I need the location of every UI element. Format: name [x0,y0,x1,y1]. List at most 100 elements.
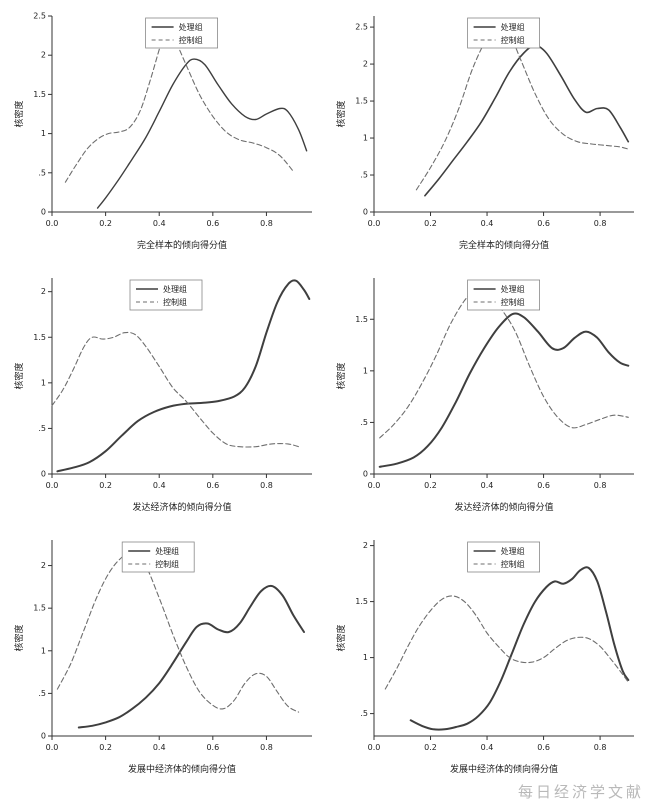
x-tick-label: 0.0 [46,743,59,752]
density-chart-5: 0 .5 1 1.5 2 0.0 0.2 0.4 0.6 0.8 核密度 发展中经济体的倾向得分值 处理… [12,530,322,782]
legend-treatment-label: 处理组 [163,284,187,294]
y-tick-label: 2.5 [355,23,368,32]
y-tick-label: 0 [363,208,368,217]
x-tick-label: 0.8 [594,743,607,752]
y-tick-label: .5 [360,171,368,180]
x-tick-label: 0.0 [46,481,59,490]
y-tick-label: 1 [363,134,368,143]
control-series-line [51,331,300,448]
x-tick-label: 0.2 [424,743,437,752]
axes [373,278,634,475]
x-tick-label: 0.4 [481,743,494,752]
legend-treatment-label: 处理组 [501,22,525,32]
y-tick-label: 2 [41,561,46,570]
x-tick-label: 0.6 [206,481,219,490]
x-tick-label: 0.8 [260,743,273,752]
x-tick-label: 0.6 [206,219,219,228]
density-chart-2: 0 .5 1 1.5 2 2.5 0.0 0.2 0.4 0.6 0.8 核密度 完全样本的倾向得分值 处… [334,6,644,258]
y-tick-label: 1 [41,378,46,387]
y-tick-label: .5 [38,168,46,177]
treatment-series-line [56,279,311,473]
control-series-line [56,551,300,713]
legend-box [467,17,541,49]
x-tick-label: 0.2 [99,219,112,228]
y-axis-title: 核密度 [13,624,25,651]
x-tick-label: 0.2 [424,481,437,490]
treatment-series-line [378,312,630,468]
y-tick-label: .5 [38,689,46,698]
control-series-line [384,595,629,690]
y-tick-label: 1.5 [355,97,368,106]
legend-treatment-label: 处理组 [501,284,525,294]
charts-grid: 0.5 1 1.5 2 2.5 0.0 0.2 0.4 0.6 0.8 核密度 完全样本的倾向得分值处… [12,6,644,782]
x-axis-title: 发达经济体的倾向得分值 [454,501,553,513]
treatment-series-line [96,58,308,209]
x-axis-title: 完全样本的倾向得分值 [459,239,549,251]
x-axis-title: 发展中经济体的倾向得分值 [450,763,558,775]
control-series-line [415,25,629,191]
y-tick-label: 0 [363,470,368,479]
x-tick-label: 0.2 [424,219,437,228]
x-tick-label: 0.0 [368,219,381,228]
control-series-line [379,289,629,439]
axes [51,540,312,737]
axes [51,278,312,475]
legend-control-label: 控制组 [155,559,179,569]
treatment-series-line [424,44,630,197]
control-series-line [64,31,294,183]
y-tick-label: 1.5 [355,597,368,606]
y-tick-label: 2 [41,287,46,296]
x-tick-label: 0.8 [594,481,607,490]
watermark: 每日经济学文献 [517,783,644,801]
legend-treatment-label: 处理组 [501,546,525,556]
legend-box [467,279,541,311]
density-chart-6: .5 1 1.5 2 0.0 0.2 0.4 0.6 0.8 核密度 发展中经济体的倾向得分值 处理组… [334,530,644,782]
y-tick-label: 1 [41,129,46,138]
y-axis-title: 核密度 [335,362,347,389]
legend-treatment-label: 处理组 [179,22,203,32]
y-tick-label: 1.5 [355,315,368,324]
legend-box [145,17,219,49]
y-tick-label: 1.5 [33,604,46,613]
x-tick-label: 0.0 [368,481,381,490]
y-tick-label: 0 [41,208,46,217]
x-tick-label: 0.4 [153,219,166,228]
x-axis-title: 发展中经济体的倾向得分值 [128,763,236,775]
y-tick-label: 2 [363,541,368,550]
legend-control-label: 控制组 [163,297,187,307]
y-tick-label: .5 [360,418,368,427]
y-axis-title: 核密度 [335,624,347,651]
y-tick-label: 2.5 [33,12,46,21]
y-axis-title: 核密度 [335,100,347,127]
density-chart-3: 0 .5 1 1.5 2 0.0 0.2 0.4 0.6 0.8 核密度 发达经济体的倾向得分值 处理组… [12,268,322,520]
legend-control-label: 控制组 [501,559,525,569]
density-chart-4: 0 .5 1 1.5 0.0 0.2 0.4 0.6 0.8 核密度 发达经济体的倾向得分值 处理组控… [334,268,644,520]
y-tick-label: 0 [41,470,46,479]
axes [51,16,312,213]
x-tick-label: 0.0 [368,743,381,752]
x-tick-label: 0.2 [99,743,112,752]
density-chart-1: 0 .5 1 1.5 2 2.5 0.0 0.2 0.4 0.6 0.8 核密度 完全样本的倾向得分值 处… [12,6,322,258]
x-tick-label: 0.8 [594,219,607,228]
x-axis-title: 完全样本的倾向得分值 [137,239,227,251]
x-tick-label: 0.4 [153,481,166,490]
x-tick-label: 0.4 [481,481,494,490]
y-tick-label: 1 [363,366,368,375]
y-tick-label: 1 [41,646,46,655]
y-tick-label: 1 [363,653,368,662]
x-tick-label: 0.6 [537,743,550,752]
x-tick-label: 0.4 [153,743,166,752]
y-tick-label: 2 [41,51,46,60]
legend-control-label: 控制组 [179,35,203,45]
